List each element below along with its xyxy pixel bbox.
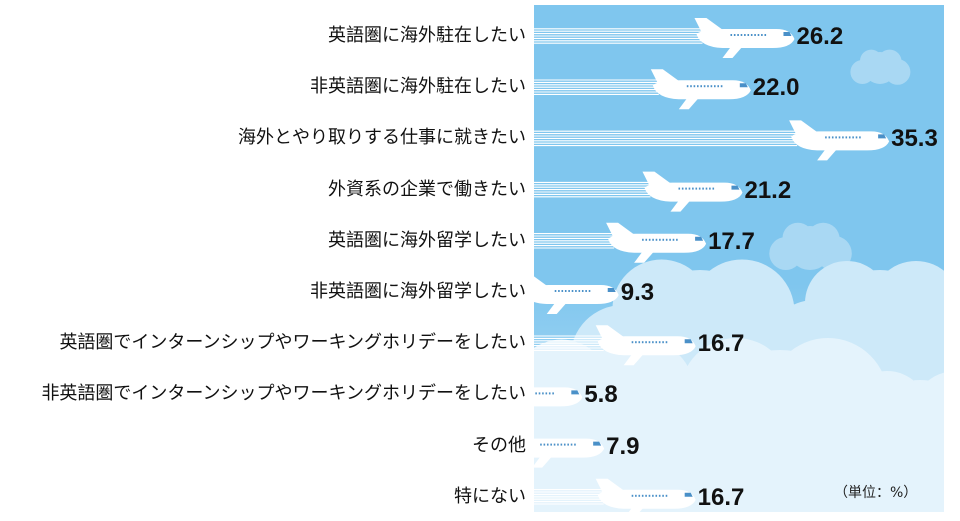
cloud [769,261,944,393]
data-label: 35.3 [891,125,938,153]
data-label: 9.3 [620,279,655,306]
airplane-icon [534,18,795,58]
data-label: 26.2 [796,23,844,50]
category-label: 英語圏でインターンシップやワーキングホリデーをしたい [59,332,526,354]
category-label: 海外とやり取りする仕事に就きたい [238,127,526,149]
category-label: 非英語圏に海外留学したい [310,281,526,302]
data-label: 22.0 [752,74,800,102]
airplane-icon [534,276,619,314]
cloud [850,49,911,85]
category-label: 外資系の企業で働きたい [328,178,526,200]
cloud [769,222,852,272]
airplane-icon [534,438,605,468]
category-label: 非英語圏に海外駐在したい [310,76,526,98]
data-label: 16.7 [697,483,745,511]
unit-note: （単位：%） [834,485,918,501]
category-label: 特にない [454,485,526,507]
data-label: 7.9 [606,432,640,460]
airplane-icon [534,222,707,263]
airplane-icon [534,325,696,366]
category-label: 英語圏に海外留学したい [328,229,526,251]
plot-area [534,5,944,512]
data-label: 5.8 [584,381,618,409]
data-label: 21.2 [744,176,792,204]
category-label: 英語圏に海外駐在したい [328,25,526,46]
airplane-icon [534,171,743,212]
airplane-icon [534,69,751,110]
airplane-icon [534,478,696,512]
data-label: 17.7 [708,227,755,255]
category-label: その他 [472,434,526,456]
data-label: 16.7 [697,330,745,358]
category-label: 非英語圏でインターンシップやワーキングホリデーをしたい [41,383,526,405]
airplane-icon [534,120,890,161]
airplane-icon [534,386,583,407]
